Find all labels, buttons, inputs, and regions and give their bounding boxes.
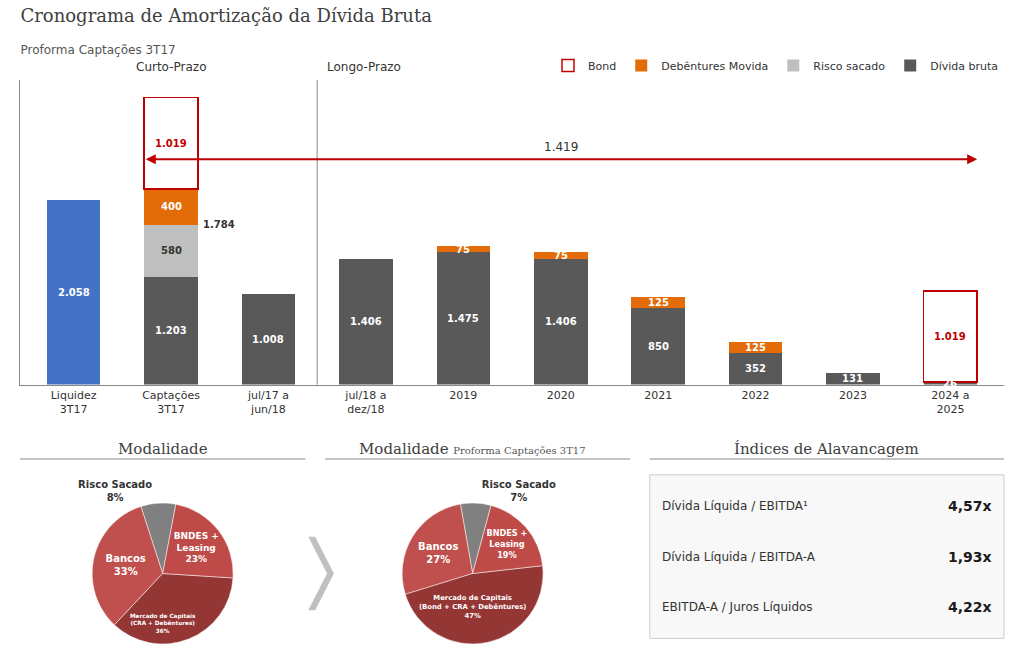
svg-text:BNDES +Leasing19%: BNDES +Leasing19% (487, 528, 528, 559)
svg-text:jul/17 ajun/18: jul/17 ajun/18 (247, 389, 289, 416)
svg-text:400: 400 (161, 201, 182, 212)
svg-text:Bancos27%: Bancos27% (418, 541, 458, 565)
svg-text:Longo-Prazo: Longo-Prazo (327, 60, 401, 74)
svg-text:Liquidez3T17: Liquidez3T17 (51, 389, 97, 416)
svg-text:1.406: 1.406 (350, 316, 382, 327)
svg-text:Bancos33%: Bancos33% (106, 553, 146, 577)
svg-text:125: 125 (745, 342, 766, 353)
svg-text:Risco Sacado8%: Risco Sacado8% (78, 479, 152, 503)
svg-text:2021: 2021 (644, 389, 672, 402)
svg-text:850: 850 (648, 341, 669, 352)
svg-text:Dívida Líquida / EBITDA¹: Dívida Líquida / EBITDA¹ (662, 499, 808, 513)
svg-text:Risco Sacado7%: Risco Sacado7% (482, 479, 556, 503)
svg-text:125: 125 (648, 297, 669, 308)
svg-text:4,57x: 4,57x (948, 498, 992, 514)
svg-text:1.475: 1.475 (447, 313, 479, 324)
svg-text:1.203: 1.203 (155, 325, 187, 336)
svg-text:1.784: 1.784 (203, 219, 235, 230)
svg-text:4,22x: 4,22x (948, 599, 992, 615)
svg-text:75: 75 (456, 244, 470, 255)
svg-text:2022: 2022 (742, 389, 770, 402)
svg-text:Índices de Alavancagem: Índices de Alavancagem (734, 440, 919, 458)
svg-text:Cronograma de Amortização da D: Cronograma de Amortização da Dívida Brut… (20, 5, 432, 26)
svg-text:580: 580 (161, 245, 182, 256)
svg-text:Dívida bruta: Dívida bruta (930, 60, 998, 73)
svg-text:Curto-Prazo: Curto-Prazo (136, 60, 206, 74)
svg-text:Bond: Bond (588, 60, 616, 73)
svg-text:1.406: 1.406 (545, 316, 577, 327)
svg-text:Proforma Captações 3T17: Proforma Captações 3T17 (20, 43, 175, 57)
svg-text:26: 26 (943, 378, 957, 389)
svg-text:1,93x: 1,93x (948, 549, 992, 565)
svg-text:Modalidade: Modalidade (118, 440, 208, 458)
svg-text:Modalidade Proforma Captações: Modalidade Proforma Captações 3T17 (359, 440, 586, 458)
svg-text:2020: 2020 (547, 389, 575, 402)
svg-text:352: 352 (745, 363, 766, 374)
svg-text:BNDES +Leasing23%: BNDES +Leasing23% (174, 531, 219, 564)
svg-text:Captações3T17: Captações3T17 (142, 389, 200, 416)
svg-text:jul/18 adez/18: jul/18 adez/18 (344, 389, 386, 416)
svg-text:1.019: 1.019 (934, 331, 966, 342)
svg-text:Mercado de Capitais(Bond + CRA: Mercado de Capitais(Bond + CRA + Debêntu… (419, 594, 527, 620)
svg-text:Mercado de Capitais(CRA + Debê: Mercado de Capitais(CRA + Debêntures)36% (130, 613, 196, 634)
svg-text:75: 75 (554, 250, 568, 261)
svg-text:1.019: 1.019 (155, 138, 187, 149)
svg-text:2019: 2019 (449, 389, 477, 402)
svg-text:2024 a2025: 2024 a2025 (931, 389, 969, 416)
svg-text:131: 131 (842, 373, 863, 384)
svg-text:EBITDA-A / Juros Líquidos: EBITDA-A / Juros Líquidos (662, 600, 813, 614)
svg-text:Debêntures Movida: Debêntures Movida (661, 60, 768, 73)
svg-text:1.419: 1.419 (544, 140, 578, 154)
svg-text:2.058: 2.058 (58, 287, 90, 298)
svg-text:2023: 2023 (839, 389, 867, 402)
svg-text:1.008: 1.008 (252, 334, 284, 345)
svg-text:Risco sacado: Risco sacado (813, 60, 885, 73)
svg-text:Dívida Líquida / EBITDA-A: Dívida Líquida / EBITDA-A (662, 550, 816, 564)
